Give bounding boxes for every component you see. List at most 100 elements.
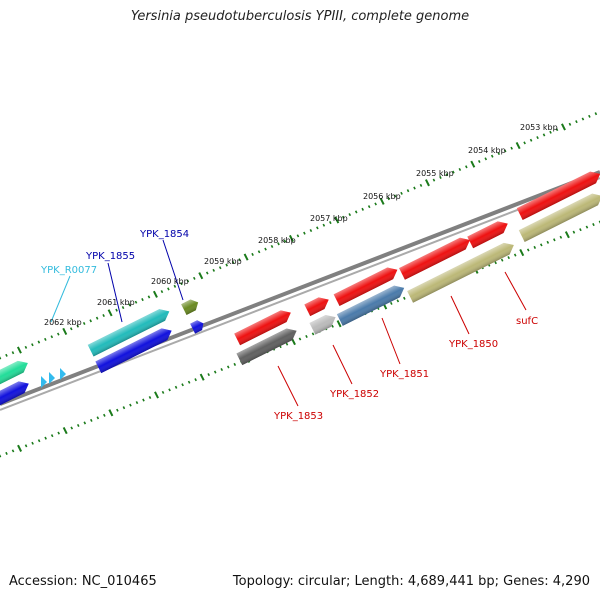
leader-line: [381, 317, 401, 365]
outer-ring-minor-tick: [44, 337, 47, 341]
leader-line: [162, 239, 184, 301]
outer-ring-minor-tick: [309, 229, 313, 233]
inner-ring-minor-tick: [305, 334, 308, 338]
gene-blue-small: [190, 320, 204, 334]
leader-line: [107, 262, 123, 323]
outer-ring-minor-tick: [296, 234, 300, 238]
outer-ring-minor-tick: [361, 207, 364, 211]
inner-ring-minor-tick: [403, 296, 406, 300]
outer-ring-minor-tick: [536, 136, 539, 140]
inner-ring-minor-tick: [233, 362, 237, 366]
outer-ring-minor-tick: [523, 141, 526, 145]
scale-tick-label: 2058 kbp: [258, 236, 296, 245]
inner-ring-minor-tick: [142, 398, 145, 402]
inner-ring-minor-tick: [507, 256, 510, 260]
outer-ring-minor-tick: [251, 252, 254, 256]
scale-tick-label: 2057 kbp: [310, 214, 348, 223]
inner-ring-minor-tick: [90, 418, 93, 422]
outer-ring-minor-tick: [186, 279, 190, 283]
inner-ring-minor-tick: [500, 258, 504, 262]
inner-ring-minor-tick: [37, 439, 41, 443]
outer-ring-major-tick: [470, 160, 476, 168]
gene-YPK_1853a: [234, 310, 291, 346]
outer-ring-minor-tick: [270, 244, 274, 248]
outer-ring-major-tick: [334, 216, 340, 224]
inner-ring-minor-tick: [572, 230, 576, 234]
scale-tick-label: 2059 kbp: [204, 257, 242, 266]
inner-ring-minor-tick: [135, 401, 139, 405]
outer-ring-minor-tick: [354, 210, 358, 214]
label-leader-lines: [50, 239, 527, 407]
outer-ring-minor-tick: [37, 340, 41, 344]
gene-YPK_1852a: [304, 297, 329, 317]
outer-ring-minor-tick: [264, 247, 267, 251]
inner-ring-minor-tick: [116, 408, 119, 412]
outer-ring-minor-tick: [581, 117, 585, 121]
inner-ring-minor-tick: [57, 431, 60, 435]
rna-marker: [49, 372, 55, 384]
accession-text: Accession: NC_010465: [9, 574, 157, 589]
outer-ring-minor-tick: [575, 120, 578, 124]
gene-olive-right: [518, 193, 600, 242]
inner-ring-major-tick: [564, 231, 570, 239]
gene-olive-mid: [407, 242, 514, 303]
genome-summary-text: Topology: circular; Length: 4,689,441 bp…: [232, 574, 590, 589]
outer-ring-minor-tick: [439, 175, 442, 179]
outer-ring-minor-tick: [218, 266, 222, 270]
outer-ring-minor-tick: [205, 271, 209, 275]
inner-ring-minor-tick: [161, 390, 165, 394]
outer-ring-minor-tick: [134, 300, 138, 304]
leader-line: [504, 271, 527, 311]
gene-label: YPK_1852: [329, 389, 379, 400]
outer-ring-minor-tick: [549, 130, 552, 134]
outer-ring-minor-tick: [193, 276, 196, 280]
inner-ring-minor-tick: [579, 228, 582, 232]
inner-ring-minor-tick: [213, 370, 217, 374]
outer-ring-major-tick: [62, 327, 68, 336]
inner-ring-minor-tick: [50, 434, 54, 438]
gene-YPK_1855a: [87, 309, 170, 357]
scale-tick-label: 2054 kbp: [468, 146, 506, 155]
backbone-line-outer: [0, 170, 600, 406]
outer-ring-minor-tick: [167, 287, 170, 291]
outer-ring-minor-tick: [283, 239, 287, 243]
outer-ring-minor-tick: [588, 114, 591, 118]
inner-ring-major-tick: [154, 391, 159, 399]
outer-ring-minor-tick: [115, 308, 118, 312]
gene-left-teal: [0, 360, 28, 387]
scale-tick-label: 2062 kbp: [44, 318, 82, 327]
outer-ring-minor-tick: [406, 189, 410, 193]
inner-ring-minor-tick: [533, 245, 537, 249]
inner-ring-minor-tick: [539, 243, 543, 247]
outer-ring-minor-tick: [555, 128, 559, 132]
backbone-line-inner: [0, 177, 600, 411]
gene-YPK_1850b: [399, 237, 470, 280]
inner-ring-minor-tick: [526, 248, 530, 252]
gene-label: sufC: [516, 316, 538, 327]
outer-ring-minor-tick: [316, 226, 319, 230]
outer-ring-minor-tick: [69, 327, 73, 331]
outer-ring-minor-tick: [374, 202, 377, 206]
inner-ring-minor-tick: [181, 383, 184, 387]
inner-ring-minor-tick: [585, 225, 589, 229]
inner-ring-major-tick: [108, 409, 114, 417]
inner-ring-minor-tick: [174, 385, 178, 389]
inner-ring-minor-tick: [76, 423, 80, 427]
inner-ring-minor-tick: [96, 416, 100, 420]
outer-ring-minor-tick: [419, 183, 423, 187]
outer-ring-minor-tick: [31, 343, 34, 347]
outer-ring-minor-tick: [445, 173, 449, 177]
outer-ring-minor-tick: [329, 221, 332, 225]
inner-ring-major-tick: [17, 444, 23, 452]
outer-ring-minor-tick: [400, 191, 403, 195]
leader-line: [450, 295, 470, 335]
outer-ring-minor-tick: [160, 290, 164, 294]
outer-ring-minor-tick: [56, 332, 60, 336]
inner-ring-major-tick: [336, 320, 342, 328]
inner-ring-minor-tick: [31, 441, 34, 445]
outer-ring-minor-tick: [484, 157, 488, 161]
outer-ring-minor-tick: [490, 154, 494, 158]
scale-tick-label: 2053 kbp: [520, 123, 558, 132]
gene-steel: [336, 285, 405, 326]
